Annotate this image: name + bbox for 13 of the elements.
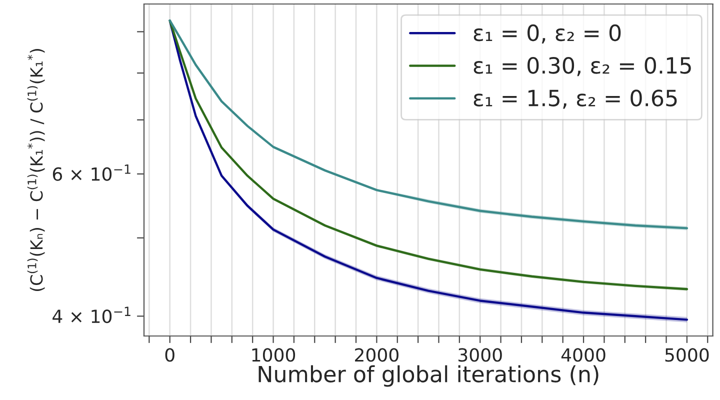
legend-label: ε₁ = 1.5, ε₂ = 0.65 xyxy=(474,90,677,109)
x-tick-label: 2000 xyxy=(355,348,398,362)
x-tick-label: 1000 xyxy=(252,348,296,362)
x-axis-title: Number of global iterations (n) xyxy=(258,365,598,387)
x-tick-label: 4000 xyxy=(561,348,606,362)
y-tick-label: 4 × 10$^{−1}$ xyxy=(52,306,130,324)
x-tick-label: 5000 xyxy=(665,348,709,362)
legend-label: ε₁ = 0, ε₂ = 0 xyxy=(474,24,621,44)
x-tick-label: 3000 xyxy=(458,348,502,362)
x-tick-label: 0 xyxy=(165,348,174,362)
legend-label: ε₁ = 0.30, ε₂ = 0.15 xyxy=(474,57,691,76)
y-tick-label: 6 × 10$^{−1}$ xyxy=(52,164,130,181)
text: (C$^{(1)}$(Kₙ) − C$^{(1)}$(K₁$^{*}$)) / C$^{(1)}$(K₁$^{*}$) xyxy=(27,49,45,291)
